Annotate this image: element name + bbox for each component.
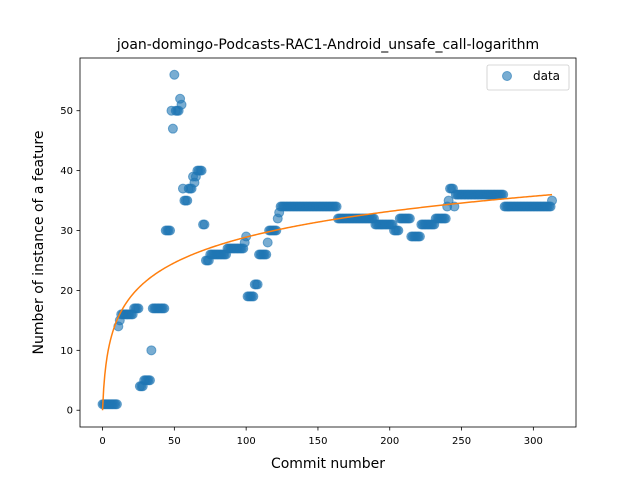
data-point <box>248 291 259 302</box>
legend-label-data: data <box>533 69 560 83</box>
y-tick-label: 30 <box>60 226 73 237</box>
data-point <box>146 345 157 356</box>
data-point <box>144 375 155 386</box>
x-tick-label: 200 <box>380 436 399 447</box>
x-tick-label: 100 <box>237 436 256 447</box>
data-point <box>176 99 187 110</box>
data-point <box>393 225 404 236</box>
data-point <box>261 249 272 260</box>
y-tick-label: 20 <box>60 286 73 297</box>
data-point <box>182 195 193 206</box>
plot-area <box>97 69 558 411</box>
y-tick-label: 50 <box>60 106 73 117</box>
data-points <box>97 69 558 410</box>
x-axis-label: Commit number <box>271 456 385 472</box>
data-point <box>167 123 178 134</box>
y-tick-label: 0 <box>67 406 73 417</box>
x-tick-label: 50 <box>168 436 181 447</box>
y-axis-label: Number of instance of a feature <box>31 131 47 355</box>
y-tick-label: 10 <box>60 346 73 357</box>
data-point <box>440 213 451 224</box>
data-point <box>133 303 144 314</box>
data-point <box>199 219 210 230</box>
x-axis: 0 50 100 150 200 250 300 <box>99 427 543 447</box>
data-point <box>165 225 176 236</box>
data-point <box>547 195 558 206</box>
legend: data <box>486 64 570 91</box>
data-point <box>111 399 122 410</box>
chart-title: joan-domingo-Podcasts-RAC1-Android_unsaf… <box>116 37 539 53</box>
data-point <box>196 165 207 176</box>
data-point <box>331 201 342 212</box>
y-axis: 0 10 20 30 40 50 <box>60 106 80 417</box>
data-point <box>169 69 180 80</box>
data-point <box>159 303 170 314</box>
fit-line <box>101 193 553 411</box>
plot-frame <box>79 57 577 428</box>
x-tick-label: 150 <box>308 436 327 447</box>
x-tick-label: 0 <box>99 436 105 447</box>
data-point <box>252 279 263 290</box>
data-point <box>414 231 425 242</box>
x-tick-label: 250 <box>452 436 471 447</box>
data-point <box>498 189 509 200</box>
x-tick-label: 300 <box>524 436 543 447</box>
y-tick-label: 40 <box>60 166 73 177</box>
data-point <box>262 237 273 248</box>
legend-marker-data <box>502 71 512 81</box>
data-point <box>404 213 415 224</box>
